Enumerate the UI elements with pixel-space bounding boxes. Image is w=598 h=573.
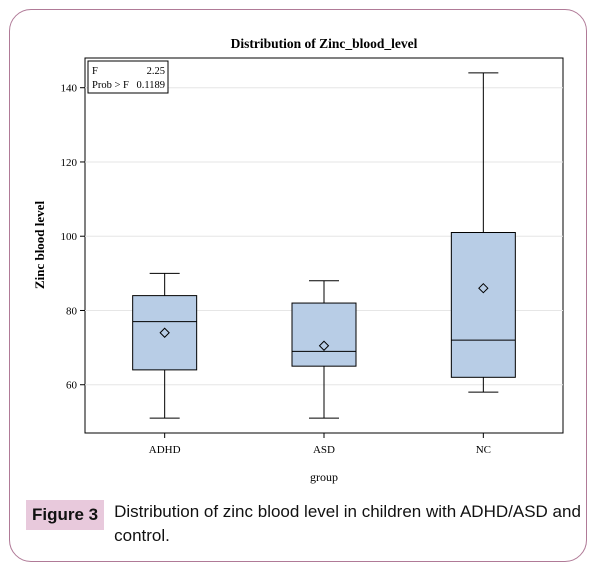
x-tick-label: NC <box>476 444 491 456</box>
stats-f-label: F <box>92 66 98 77</box>
y-axis-label: Zinc blood level <box>32 201 47 290</box>
stats-p-value: 0.1189 <box>137 80 166 91</box>
chart-title: Distribution of Zinc_blood_level <box>231 36 418 51</box>
box-nc <box>450 72 516 393</box>
y-tick-label: 140 <box>61 83 78 95</box>
y-tick-label: 100 <box>61 231 78 243</box>
box-adhd <box>132 272 198 419</box>
box-asd <box>291 280 357 419</box>
box-iqr <box>450 232 516 378</box>
box-plot-chart: Distribution of Zinc_blood_level 60 80 100… <box>32 36 564 484</box>
y-tick-label: 120 <box>61 157 78 169</box>
x-axis-label: group <box>310 470 338 484</box>
mean-marker <box>159 327 170 338</box>
x-axis: ADHD ASD NC <box>149 433 491 456</box>
x-tick-label: ASD <box>313 444 335 456</box>
y-axis: 60 80 100 120 140 <box>61 83 85 392</box>
x-tick-label: ADHD <box>149 444 181 456</box>
boxes <box>132 72 516 419</box>
figure-label: Figure 3 <box>26 500 105 530</box>
stats-f-value: 2.25 <box>147 66 165 77</box>
y-tick-label: 80 <box>66 305 78 317</box>
y-tick-label: 60 <box>66 380 78 392</box>
figure-caption: Figure 3 Distribution of zinc blood leve… <box>26 500 586 548</box>
box-iqr <box>291 302 357 367</box>
mean-marker <box>478 282 489 294</box>
mean-marker <box>318 340 330 351</box>
stats-p-label: Prob > F <box>92 80 129 91</box>
box-iqr <box>132 295 198 371</box>
stats-box: F 2.25 Prob > F 0.1189 <box>87 60 169 94</box>
caption-text: Distribution of zinc blood level in chil… <box>114 502 581 545</box>
figure-frame <box>9 9 587 562</box>
